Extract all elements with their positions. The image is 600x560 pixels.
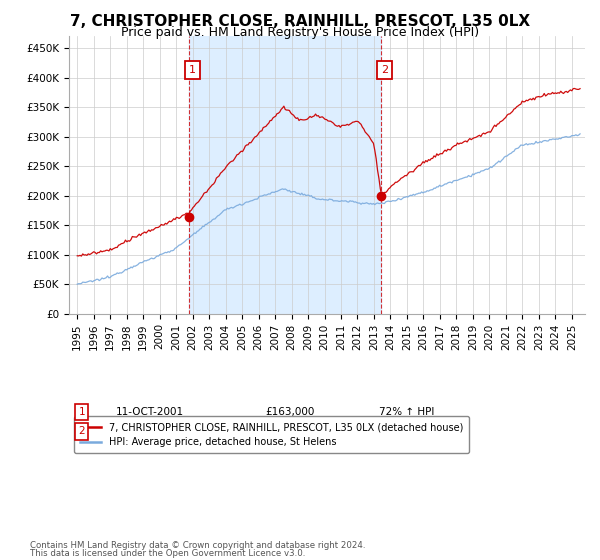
- Text: 72% ↑ HPI: 72% ↑ HPI: [379, 407, 434, 417]
- Text: 7, CHRISTOPHER CLOSE, RAINHILL, PRESCOT, L35 0LX: 7, CHRISTOPHER CLOSE, RAINHILL, PRESCOT,…: [70, 14, 530, 29]
- Text: 1: 1: [189, 64, 196, 74]
- Text: £200,000: £200,000: [265, 426, 314, 436]
- Text: Contains HM Land Registry data © Crown copyright and database right 2024.: Contains HM Land Registry data © Crown c…: [30, 541, 365, 550]
- Text: £163,000: £163,000: [265, 407, 314, 417]
- Text: 1: 1: [79, 407, 85, 417]
- Text: 17% ↑ HPI: 17% ↑ HPI: [379, 426, 434, 436]
- Text: Price paid vs. HM Land Registry's House Price Index (HPI): Price paid vs. HM Land Registry's House …: [121, 26, 479, 39]
- Text: 11-OCT-2001: 11-OCT-2001: [115, 407, 184, 417]
- Bar: [189, 36, 382, 314]
- Text: 2: 2: [79, 426, 85, 436]
- Text: This data is licensed under the Open Government Licence v3.0.: This data is licensed under the Open Gov…: [30, 549, 305, 558]
- Text: 2: 2: [381, 64, 388, 74]
- Legend: 7, CHRISTOPHER CLOSE, RAINHILL, PRESCOT, L35 0LX (detached house), HPI: Average : 7, CHRISTOPHER CLOSE, RAINHILL, PRESCOT,…: [74, 416, 469, 453]
- Text: 14-JUN-2013: 14-JUN-2013: [115, 426, 181, 436]
